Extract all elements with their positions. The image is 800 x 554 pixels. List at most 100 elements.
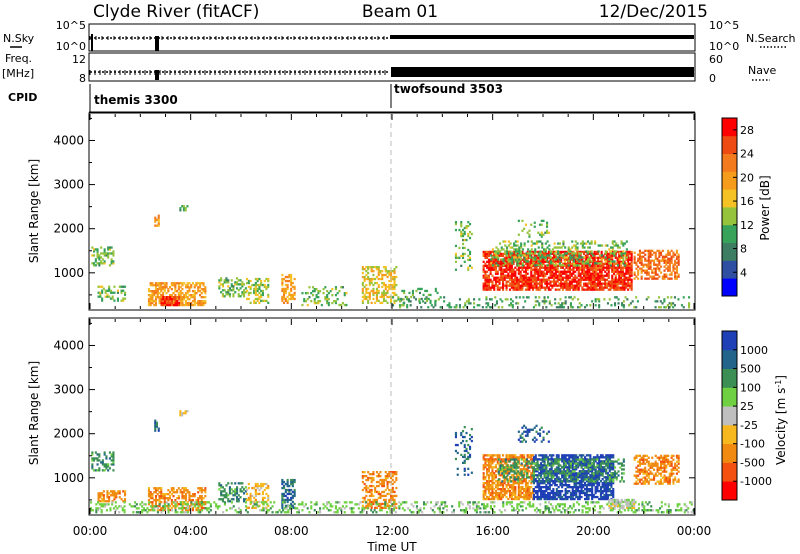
scatter-cell <box>532 497 535 501</box>
scatter-cell <box>118 285 121 288</box>
scatter-cell <box>526 282 529 285</box>
scatter-cell <box>99 492 102 495</box>
scatter-cell <box>638 249 641 252</box>
scatter-cell <box>583 242 586 245</box>
scatter-cell <box>286 283 289 287</box>
scatter-cell <box>528 254 531 257</box>
scatter-cell <box>583 288 586 291</box>
scatter-cell <box>377 285 380 289</box>
scatter-cell <box>591 288 594 291</box>
scatter-cell <box>149 294 152 297</box>
scatter-cell <box>537 264 540 267</box>
scatter-cell <box>620 286 623 289</box>
scatter-cell <box>519 491 522 495</box>
scatter-cell <box>543 480 546 483</box>
scatter-cell <box>200 301 203 305</box>
scatter-cell <box>239 287 242 290</box>
scatter-cell <box>523 472 526 475</box>
scatter-cell <box>487 280 490 283</box>
scatter-cell <box>528 282 531 285</box>
scatter-cell <box>627 278 630 281</box>
scatter-cell <box>593 272 596 275</box>
scatter-cell <box>181 497 184 500</box>
scatter-cell <box>377 291 380 295</box>
scatter-cell <box>487 276 490 279</box>
colorbar-tick-label: 16 <box>740 195 754 208</box>
scatter-cell <box>494 258 497 261</box>
scatter-cell <box>112 260 115 263</box>
scatter-cell <box>448 302 451 305</box>
scatter-cell <box>234 291 237 294</box>
nsearch-label: N.Search <box>746 32 796 45</box>
scatter-cell <box>649 249 652 252</box>
scatter-cell <box>218 484 221 487</box>
scatter-cell <box>610 304 613 307</box>
scatter-cell <box>103 451 106 454</box>
scatter-cell <box>388 488 391 492</box>
scatter-cell <box>393 283 396 287</box>
scatter-cell <box>542 260 545 263</box>
scatter-cell <box>304 292 307 295</box>
scatter-cell <box>502 240 505 243</box>
scatter-cell <box>484 493 487 497</box>
scatter-cell <box>258 285 261 289</box>
scatter-cell <box>99 295 102 298</box>
scatter-cell <box>267 486 270 490</box>
scatter-cell <box>256 484 259 488</box>
scatter-cell <box>489 250 492 254</box>
scatter-cell <box>509 484 512 487</box>
scatter-cell <box>500 482 503 485</box>
scatter-cell <box>234 494 237 497</box>
scatter-cell <box>607 280 610 283</box>
scatter-cell <box>542 262 545 265</box>
scatter-cell <box>204 288 207 291</box>
scatter-cell <box>258 283 261 287</box>
scatter-cell <box>256 299 259 302</box>
scatter-cell <box>542 278 545 281</box>
scatter-cell <box>374 291 377 295</box>
scatter-cell <box>507 252 510 256</box>
scatter-cell <box>227 494 230 497</box>
scatter-cell <box>400 304 403 307</box>
scatter-cell <box>540 495 543 499</box>
scatter-cell <box>167 300 170 303</box>
scatter-cell <box>535 250 538 254</box>
scatter-cell <box>579 274 582 277</box>
scatter-cell <box>570 250 573 254</box>
scatter-cell <box>551 256 554 259</box>
scatter-cell <box>482 284 485 287</box>
scatter-cell <box>382 480 385 484</box>
scatter-cell <box>93 264 96 267</box>
scatter-cell <box>609 260 612 263</box>
scatter-cell <box>443 296 446 299</box>
scatter-cell <box>160 487 163 490</box>
scatter-cell <box>534 252 537 255</box>
scatter-cell <box>172 296 175 299</box>
scatter-cell <box>191 296 194 299</box>
scatter-cell <box>528 491 531 495</box>
scatter-cell <box>227 281 230 284</box>
scatter-cell <box>523 244 526 247</box>
scatter-cell <box>199 300 202 303</box>
scatter-cell <box>382 299 385 302</box>
scatter-cell <box>633 261 636 264</box>
scatter-cell <box>496 482 499 485</box>
scatter-cell <box>147 298 150 301</box>
scatter-cell <box>677 275 680 278</box>
scatter-cell <box>174 284 177 287</box>
scatter-cell <box>108 264 111 267</box>
scatter-cell <box>403 289 406 293</box>
scatter-cell <box>584 284 587 287</box>
scatter-cell <box>154 290 157 293</box>
scatter-cell <box>510 274 513 277</box>
scatter-cell <box>167 303 170 307</box>
scatter-cell <box>546 278 549 281</box>
scatter-cell <box>106 500 109 503</box>
scatter-cell <box>591 276 594 279</box>
scatter-cell <box>486 282 489 285</box>
scatter-cell <box>554 493 557 497</box>
scatter-cell <box>178 298 181 301</box>
scatter-cell <box>548 454 551 457</box>
scatter-cell <box>232 494 235 497</box>
scatter-cell <box>500 286 503 289</box>
